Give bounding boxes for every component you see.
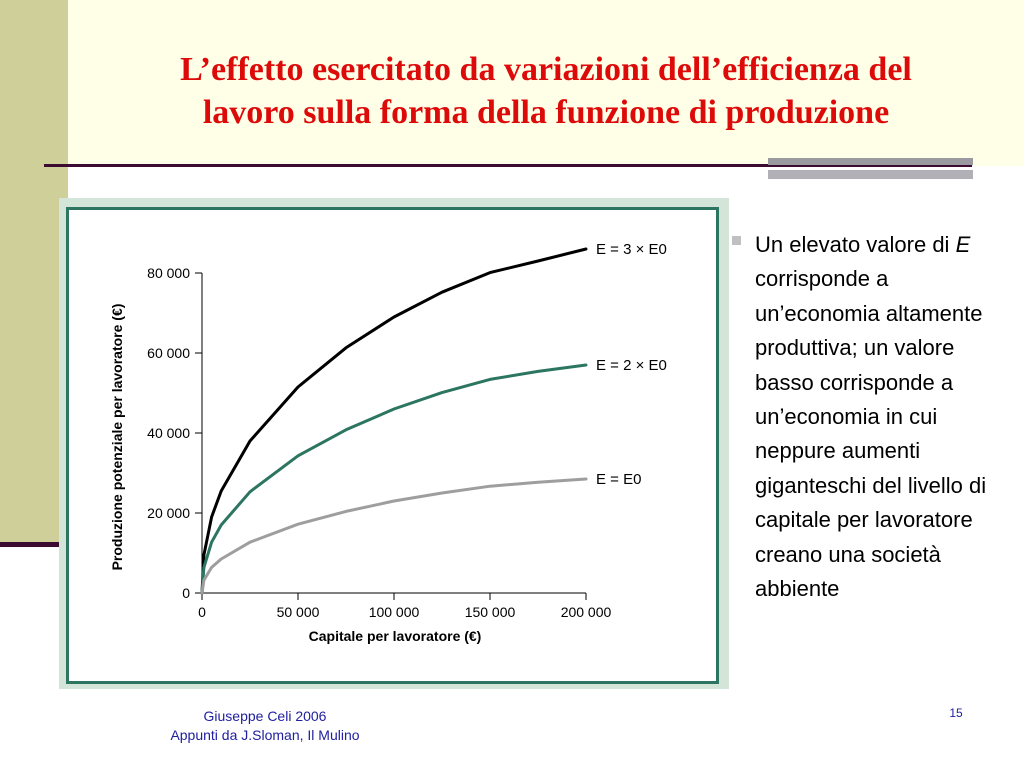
y-tick-label: 60 000 <box>147 345 190 361</box>
bullet-text-variable: E <box>955 232 971 257</box>
chart-panel <box>66 207 719 684</box>
x-tick-label: 150 000 <box>465 604 516 620</box>
y-tick-label: 20 000 <box>147 505 190 521</box>
bullet-text: Un elevato valore di E corrisponde a un’… <box>755 228 1017 606</box>
series-label-3: E = E0 <box>596 471 641 488</box>
bullet-text-end: corrisponde a un’economia altamente prod… <box>755 266 987 602</box>
footer-source: Appunti da J.Sloman, Il Mulino <box>170 727 360 743</box>
footer: Giuseppe Celi 2006 Appunti da J.Sloman, … <box>130 707 400 745</box>
bullet-text-start: Un elevato valore di <box>755 232 956 257</box>
slide-number: 15 <box>949 706 963 720</box>
x-tick-label: 0 <box>198 604 206 620</box>
x-tick-label: 200 000 <box>561 604 612 620</box>
title-line-1: L’effetto esercitato da variazioni dell’… <box>180 51 912 88</box>
series-label-1: E = 3 × E0 <box>596 241 667 258</box>
title-background <box>68 0 1024 166</box>
title-divider <box>44 164 972 167</box>
chart-axes: 0 20 000 40 000 60 000 80 000 0 50 000 100 000 1… <box>147 265 611 620</box>
x-axis-title: Capitale per lavoratore (€) <box>309 628 482 644</box>
x-tick-label: 100 000 <box>369 604 420 620</box>
left-decorative-band <box>0 0 68 547</box>
title-line-2: lavoro sulla forma della funzione di pro… <box>202 94 890 131</box>
series-line-1 <box>200 247 588 595</box>
decorative-bar-bottom <box>768 170 973 179</box>
production-function-chart: 0 20 000 40 000 60 000 80 000 0 50 000 100 000 1… <box>109 241 667 644</box>
footer-author: Giuseppe Celi 2006 <box>203 708 327 724</box>
series-line-2 <box>200 363 588 595</box>
series-label-2: E = 2 × E0 <box>596 357 667 374</box>
y-tick-label: 80 000 <box>147 265 190 281</box>
slide-title: L’effetto esercitato da variazioni dell’… <box>68 48 1024 134</box>
y-axis-title: Produzione potenziale per lavoratore (€) <box>109 304 125 571</box>
bullet-marker <box>732 236 741 245</box>
x-tick-label: 50 000 <box>277 604 320 620</box>
chart-series: E = 3 × E0 E = 2 × E0 E = E0 <box>200 241 667 595</box>
series-line-3 <box>200 477 588 595</box>
y-tick-label: 0 <box>182 585 190 601</box>
left-divider <box>0 542 60 547</box>
y-tick-label: 40 000 <box>147 425 190 441</box>
decorative-bar-top <box>768 158 973 165</box>
